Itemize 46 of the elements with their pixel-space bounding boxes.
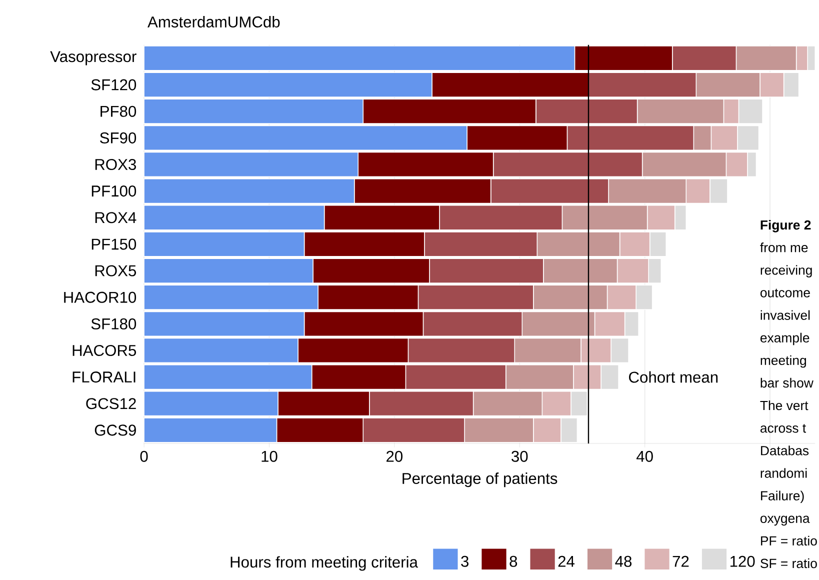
- legend-label: 120: [730, 556, 755, 567]
- text: randomi: [760, 468, 807, 478]
- legend-label: 8: [510, 556, 518, 567]
- text: PF = ratio: [761, 536, 817, 546]
- y-tick-label: GCS9: [94, 424, 136, 436]
- annotation: receiving: [760, 265, 812, 278]
- x-tick-label: 30: [512, 450, 528, 462]
- annotation: invasivel: [760, 310, 810, 320]
- x-tick-label: 20: [386, 450, 402, 462]
- ref-line-label: Cohort mean: [629, 371, 718, 383]
- y-tick-label: SF90: [100, 132, 136, 144]
- text: Databas: [761, 446, 809, 456]
- x-tick-label: 0: [140, 450, 148, 462]
- annotation: meeting: [760, 355, 806, 368]
- text: oxygena: [760, 516, 810, 526]
- legend-label: 48: [615, 556, 632, 567]
- legend-title: Hours from meeting criteria: [230, 556, 418, 571]
- text: SF = ratio: [760, 558, 817, 568]
- y-tick-label: PF100: [92, 185, 136, 196]
- annotation: bar show: [760, 378, 814, 388]
- y-tick-label: ROX5: [95, 265, 136, 276]
- y-tick-label: SF180: [91, 318, 136, 330]
- annotation: The vert: [760, 400, 808, 410]
- annotation: example: [760, 332, 810, 346]
- legend-label: 72: [672, 556, 689, 567]
- y-tick-label: SF120: [91, 79, 136, 90]
- y-tick-label: GCS12: [86, 398, 136, 410]
- text: Failure): [761, 490, 804, 503]
- annotation: Figure 2: [760, 220, 811, 232]
- y-tick-label: PF150: [92, 238, 136, 250]
- legend-label: 3: [461, 556, 468, 567]
- x-tick-label: 10: [262, 450, 278, 462]
- legend-label: 24: [558, 556, 574, 567]
- y-tick-label: PF80: [100, 106, 136, 117]
- y-tick-label: ROX4: [95, 212, 136, 224]
- chart-title: AmsterdamUMCdb: [148, 16, 280, 28]
- y-tick-label: ROX3: [95, 158, 136, 170]
- annotation: from me: [760, 242, 808, 252]
- x-tick-label: 40: [636, 450, 653, 462]
- y-tick-label: HACOR10: [64, 292, 136, 303]
- x-axis-title: Percentage of patients: [402, 472, 558, 487]
- y-tick-label: HACOR5: [72, 344, 136, 356]
- y-tick-label: FLORALI: [72, 371, 136, 382]
- annotation: across t: [760, 424, 806, 433]
- annotation: outcome: [760, 288, 810, 298]
- y-tick-label: Vasopressor: [50, 51, 136, 66]
